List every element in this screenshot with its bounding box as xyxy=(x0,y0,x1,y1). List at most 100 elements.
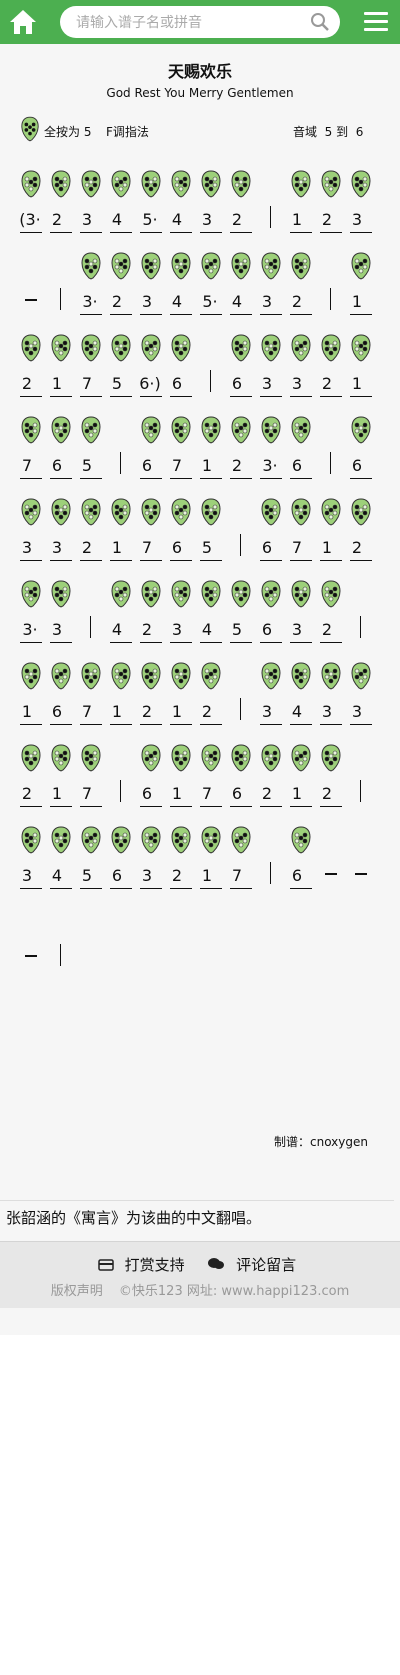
ocarina-fingering-icon xyxy=(51,334,71,362)
note: 7 xyxy=(141,538,153,557)
search-input[interactable] xyxy=(74,12,308,34)
note: 4 xyxy=(231,292,243,311)
beat-underline xyxy=(140,560,162,561)
note: 3 xyxy=(141,866,153,885)
ocarina-score: (3· 2 3 4 5· 4 3 2 1 2 3 3· 2 3 4 5· 4 3 2 1 2 1 7 5 6·) 6 6 3 3 2 1 7 6… xyxy=(0,170,400,1060)
ocarina-fingering-icon xyxy=(81,170,101,198)
ocarina-fingering-icon xyxy=(21,744,41,772)
bar-line xyxy=(330,288,331,310)
beat-underline xyxy=(200,806,222,807)
note: 2 xyxy=(141,702,153,721)
ocarina-fingering-icon xyxy=(201,580,221,608)
beat-underline xyxy=(140,888,162,889)
ocarina-fingering-icon xyxy=(231,826,251,854)
home-icon[interactable] xyxy=(8,8,38,36)
ocarina-fingering-icon xyxy=(261,334,281,362)
search-box[interactable] xyxy=(60,6,340,38)
beat-underline xyxy=(290,232,312,233)
sustain-dash xyxy=(25,955,37,957)
beat-underline xyxy=(260,642,282,643)
score-credit: 制谱：cnoxygen xyxy=(274,1135,368,1149)
ocarina-fingering-icon xyxy=(81,662,101,690)
beat-underline xyxy=(140,642,162,643)
note: 1 xyxy=(291,210,303,229)
note: 1 xyxy=(321,538,333,557)
ocarina-fingering-icon xyxy=(321,498,341,526)
bar-line xyxy=(240,534,241,556)
fingering-label: F调指法 xyxy=(106,125,149,139)
beat-underline xyxy=(80,232,102,233)
ocarina-fingering-icon xyxy=(261,662,281,690)
beat-underline xyxy=(230,642,252,643)
ocarina-fingering-icon xyxy=(81,498,101,526)
beat-underline xyxy=(20,806,42,807)
ocarina-fingering-icon xyxy=(351,334,371,362)
ocarina-fingering-icon xyxy=(21,826,41,854)
beat-underline xyxy=(320,560,342,561)
beat-underline xyxy=(320,806,342,807)
beat-underline xyxy=(230,478,252,479)
beat-underline xyxy=(230,396,252,397)
bar-line xyxy=(360,780,361,802)
top-bar xyxy=(0,0,400,44)
ocarina-fingering-icon xyxy=(141,826,161,854)
note: 3 xyxy=(261,292,273,311)
ocarina-fingering-icon xyxy=(81,416,101,444)
note: 7 xyxy=(81,374,93,393)
menu-icon[interactable] xyxy=(364,12,388,32)
note: 1 xyxy=(351,374,363,393)
range-info: 音域 5 到 6 xyxy=(293,125,364,139)
comment-button[interactable]: 评论留言 xyxy=(207,1254,302,1275)
beat-underline xyxy=(350,396,372,397)
note: 2 xyxy=(201,702,213,721)
ocarina-fingering-icon xyxy=(291,662,311,690)
note: 6 xyxy=(141,784,153,803)
beat-underline xyxy=(260,724,282,725)
copyright-link[interactable]: 版权声明 xyxy=(50,1284,103,1299)
note: 2 xyxy=(321,374,333,393)
note: 2 xyxy=(261,784,273,803)
beat-underline xyxy=(50,888,72,889)
beat-underline xyxy=(200,232,222,233)
ocarina-fingering-icon xyxy=(261,252,281,280)
ocarina-fingering-icon xyxy=(51,170,71,198)
note: 5· xyxy=(202,292,218,311)
beat-underline xyxy=(320,642,342,643)
search-icon[interactable] xyxy=(310,12,330,32)
bar-line xyxy=(270,862,271,884)
ocarina-fingering-icon xyxy=(81,252,101,280)
note: 1 xyxy=(171,702,183,721)
donate-button[interactable]: 打赏支持 xyxy=(98,1254,191,1275)
beat-underline xyxy=(320,396,342,397)
note: 6 xyxy=(171,538,183,557)
beat-underline xyxy=(50,396,72,397)
ocarina-fingering-icon xyxy=(111,498,131,526)
ocarina-fingering-icon xyxy=(201,170,221,198)
beat-underline xyxy=(290,396,312,397)
beat-underline xyxy=(200,888,222,889)
ocarina-fingering-icon xyxy=(351,170,371,198)
ocarina-fingering-icon xyxy=(291,826,311,854)
ocarina-fingering-icon xyxy=(231,744,251,772)
beat-underline xyxy=(170,888,192,889)
beat-underline xyxy=(200,560,222,561)
note: 5 xyxy=(81,456,93,475)
beat-underline xyxy=(80,888,102,889)
ocarina-fingering-icon xyxy=(21,662,41,690)
beat-underline xyxy=(170,478,192,479)
beat-underline xyxy=(350,478,372,479)
ocarina-fingering-icon xyxy=(81,744,101,772)
beat-underline xyxy=(200,314,222,315)
note: 6 xyxy=(141,456,153,475)
note: 3 xyxy=(321,702,333,721)
note: 7 xyxy=(81,702,93,721)
ocarina-fingering-icon xyxy=(51,580,71,608)
ocarina-fingering-icon xyxy=(141,170,161,198)
ocarina-fingering-icon xyxy=(81,334,101,362)
ocarina-fingering-icon xyxy=(141,580,161,608)
beat-underline xyxy=(80,396,102,397)
ocarina-fingering-icon xyxy=(261,580,281,608)
app-root: 天赐欢乐 God Rest You Merry Gentlemen 全按为 5 … xyxy=(0,0,400,1308)
beat-underline xyxy=(350,232,372,233)
ocarina-fingering-icon xyxy=(171,580,191,608)
